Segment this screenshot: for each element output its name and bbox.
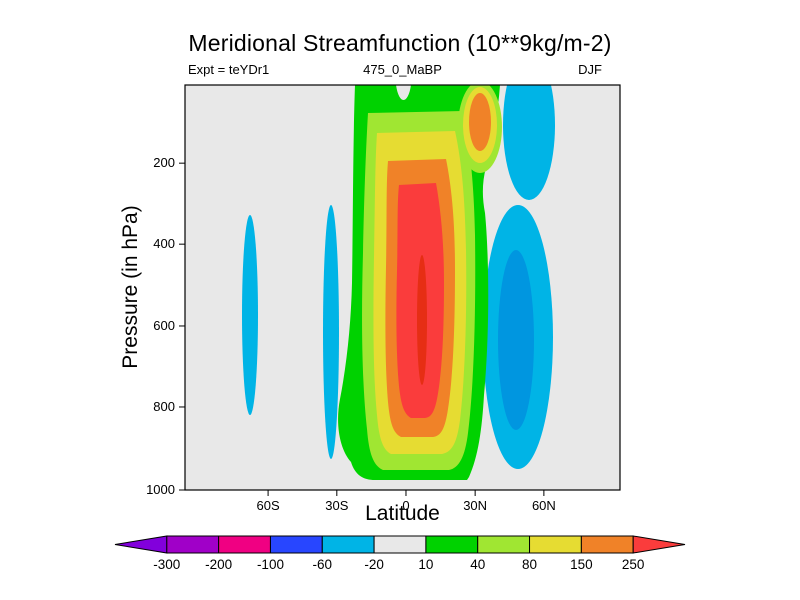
colorbar-segment: [425, 535, 479, 554]
colorbar-segment: [218, 535, 271, 554]
colorbar-level-label: 250: [622, 557, 645, 572]
colorbar-segment: [114, 535, 168, 554]
colorbar-level-label: -20: [364, 557, 384, 572]
colorbar-level-label: -60: [313, 557, 333, 572]
colorbar-segment: [166, 535, 220, 554]
colorbar-level-label: 10: [418, 557, 433, 572]
colorbar-segment: [269, 535, 323, 554]
colorbar-segment: [580, 535, 634, 554]
colorbar-segment: [529, 535, 582, 554]
y-axis-title: Pressure (in hPa): [119, 205, 142, 369]
south-65S-negative-cell: [242, 215, 258, 415]
north-top-negative-cell: [503, 85, 555, 200]
run-id-label: 475_0_MaBP: [363, 62, 442, 77]
colorbar-segment: [477, 535, 531, 554]
x-tick-label: 30N: [463, 498, 487, 513]
colorbar-level-label: 150: [570, 557, 593, 572]
x-tick-label: 30S: [325, 498, 348, 513]
y-tick-label: 1000: [146, 482, 175, 497]
colorbar: -300 -200 -100 -60 -20 10 40 80 150 250: [114, 535, 686, 572]
south-30S-negative-cell: [323, 205, 339, 459]
colorbar-level-label: 40: [470, 557, 485, 572]
colorbar-segment: [632, 535, 686, 554]
subtropical-top-orange: [469, 93, 491, 151]
plot-border: [184, 84, 621, 491]
contour-field: [185, 85, 620, 490]
x-tick-label: 0: [402, 498, 409, 513]
y-tick-label: 600: [153, 318, 175, 333]
colorbar-level-label: -100: [257, 557, 284, 572]
colorbar-segment: [373, 535, 427, 554]
y-tick-label: 800: [153, 399, 175, 414]
x-tick-label: 60S: [257, 498, 280, 513]
ferrel-cell-north-core: [498, 250, 534, 430]
core-maximum-streak: [417, 255, 427, 385]
y-tick-label: 400: [153, 236, 175, 251]
colorbar-segment: [321, 535, 375, 554]
chart-title: Meridional Streamfunction (10**9kg/m-2): [188, 30, 612, 56]
y-tick-label: 200: [153, 155, 175, 170]
colorbar-level-label: -200: [205, 557, 232, 572]
experiment-label: Expt = teYDr1: [188, 62, 270, 77]
colorbar-level-label: -300: [153, 557, 180, 572]
colorbar-level-label: 80: [522, 557, 537, 572]
x-tick-label: 60N: [532, 498, 556, 513]
x-axis-title: Latitude: [365, 502, 440, 525]
season-label: DJF: [578, 62, 602, 77]
